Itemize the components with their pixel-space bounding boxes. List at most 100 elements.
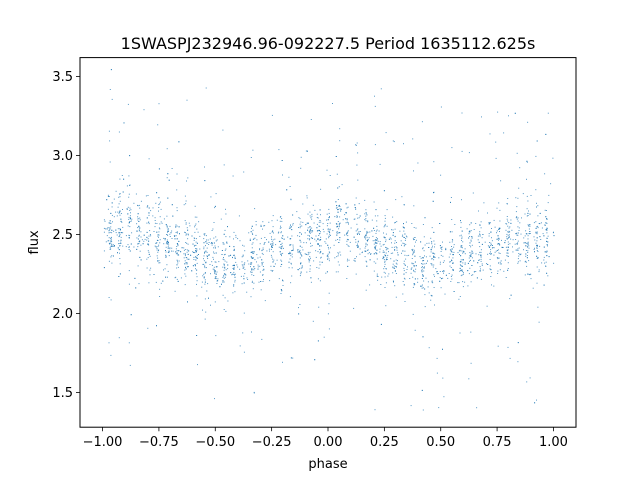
- data-point: [326, 219, 328, 221]
- data-point: [192, 243, 194, 245]
- data-point: [464, 281, 466, 283]
- data-point: [451, 147, 453, 149]
- data-point: [291, 235, 293, 237]
- data-point: [250, 271, 251, 273]
- data-point: [460, 234, 462, 236]
- data-point: [175, 235, 177, 237]
- x-tick-label: −0.25: [252, 435, 292, 450]
- data-point: [340, 210, 342, 212]
- data-point: [387, 275, 389, 277]
- data-point: [452, 257, 454, 259]
- data-point: [165, 255, 167, 257]
- data-point: [145, 195, 147, 197]
- data-point: [292, 223, 294, 225]
- data-point: [445, 247, 447, 249]
- data-point: [450, 201, 451, 203]
- data-point: [365, 250, 367, 252]
- data-point: [272, 242, 274, 244]
- data-point: [460, 269, 462, 271]
- data-point: [108, 240, 110, 242]
- data-point: [289, 238, 291, 240]
- data-point: [411, 267, 413, 269]
- data-point: [320, 256, 322, 258]
- data-point: [205, 261, 207, 263]
- data-point: [326, 233, 328, 235]
- data-point: [281, 220, 283, 222]
- data-point: [133, 202, 135, 204]
- data-point: [237, 266, 239, 268]
- data-point: [317, 230, 319, 232]
- data-point: [499, 220, 501, 222]
- data-point: [109, 247, 111, 249]
- data-point: [128, 247, 130, 248]
- data-point: [445, 249, 447, 251]
- data-point: [191, 235, 193, 237]
- data-point: [546, 251, 548, 253]
- data-point: [479, 233, 481, 235]
- data-point: [127, 206, 129, 208]
- data-point: [314, 238, 316, 240]
- data-point: [376, 249, 378, 251]
- data-point: [234, 256, 236, 258]
- data-point: [415, 239, 417, 241]
- data-point: [328, 260, 330, 262]
- data-point: [421, 121, 423, 123]
- data-point: [225, 274, 227, 276]
- data-point: [442, 241, 443, 243]
- data-point: [310, 217, 312, 219]
- data-point: [288, 253, 290, 255]
- data-point: [167, 234, 169, 236]
- data-point: [289, 186, 291, 187]
- data-point: [537, 227, 539, 229]
- data-point: [163, 243, 165, 245]
- data-point: [338, 264, 340, 266]
- data-point: [506, 203, 508, 205]
- data-point: [208, 254, 210, 256]
- data-point: [280, 216, 282, 217]
- data-point: [430, 299, 432, 301]
- data-point: [193, 239, 195, 241]
- data-point: [259, 271, 261, 273]
- data-point: [280, 289, 282, 290]
- data-point: [176, 232, 178, 234]
- data-point: [339, 232, 341, 234]
- data-point: [262, 274, 264, 276]
- data-point: [546, 219, 548, 220]
- data-point: [128, 196, 130, 198]
- data-point: [259, 243, 261, 245]
- data-point: [137, 246, 139, 248]
- data-point: [395, 262, 397, 264]
- data-point: [185, 232, 186, 234]
- data-point: [546, 218, 547, 219]
- data-point: [339, 237, 341, 239]
- data-point: [468, 233, 470, 235]
- data-point: [478, 254, 480, 256]
- data-point: [314, 359, 316, 361]
- data-point: [198, 221, 200, 223]
- data-point: [517, 240, 519, 242]
- data-point: [103, 250, 105, 252]
- data-point: [262, 228, 263, 230]
- data-point: [186, 251, 188, 253]
- data-point: [479, 270, 481, 272]
- data-point: [510, 294, 512, 296]
- data-point: [309, 256, 311, 258]
- data-point: [117, 252, 118, 254]
- data-point: [280, 253, 282, 255]
- data-point: [471, 257, 473, 259]
- data-point: [104, 220, 106, 222]
- data-point: [390, 238, 392, 240]
- data-point: [403, 245, 405, 247]
- data-point: [174, 235, 175, 237]
- data-point: [281, 237, 283, 239]
- data-point: [120, 220, 122, 222]
- data-point: [119, 228, 121, 230]
- data-point: [345, 212, 347, 214]
- data-point: [111, 202, 113, 204]
- data-point: [475, 271, 477, 272]
- data-point: [469, 245, 471, 246]
- data-point: [536, 231, 538, 233]
- data-point: [489, 265, 491, 267]
- data-point: [354, 260, 356, 262]
- data-point: [276, 259, 278, 261]
